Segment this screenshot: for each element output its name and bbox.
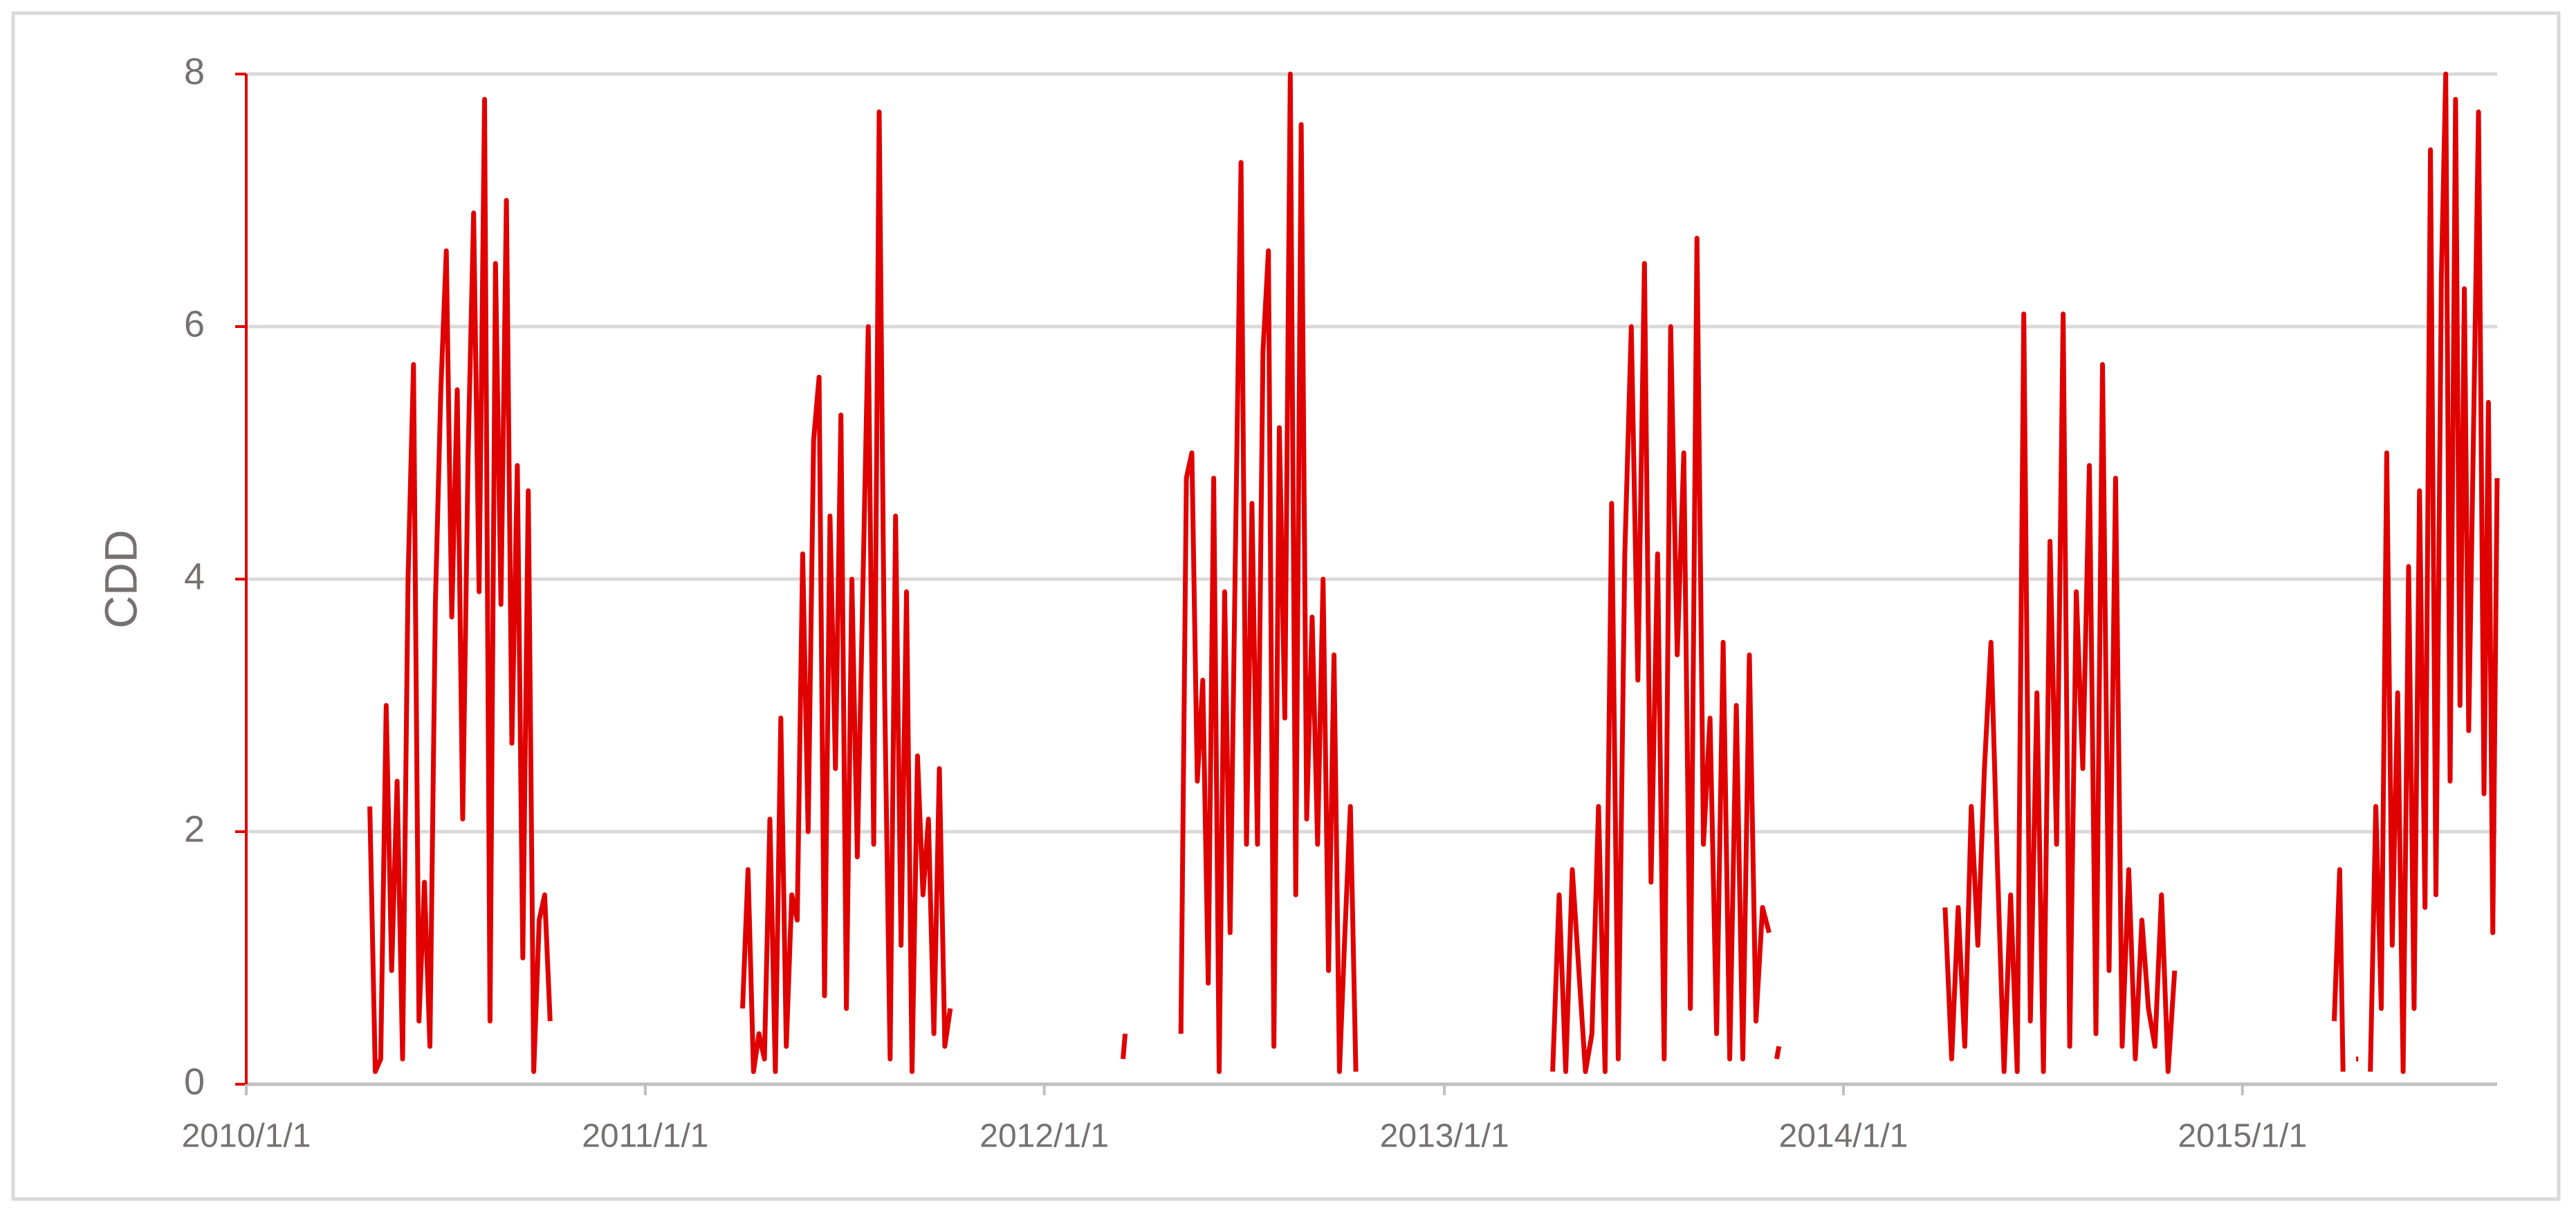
- data-line: [367, 71, 2500, 1075]
- y-tick-label: 0: [184, 1061, 205, 1102]
- y-axis-label: CDD: [95, 530, 146, 629]
- y-tick-label: 6: [184, 303, 205, 345]
- x-tick-label: 2011/1/1: [582, 1118, 708, 1155]
- x-tick-label: 2014/1/1: [1779, 1118, 1908, 1155]
- x-tick-label: 2012/1/1: [979, 1118, 1109, 1155]
- x-tick-label: 2013/1/1: [1380, 1118, 1509, 1155]
- x-tick-label: 2015/1/1: [2178, 1118, 2307, 1155]
- x-tick-label: 2010/1/1: [182, 1118, 311, 1155]
- y-tick-label: 2: [184, 808, 205, 850]
- y-tick-label: 4: [184, 556, 205, 597]
- y-tick-label: 8: [184, 51, 205, 92]
